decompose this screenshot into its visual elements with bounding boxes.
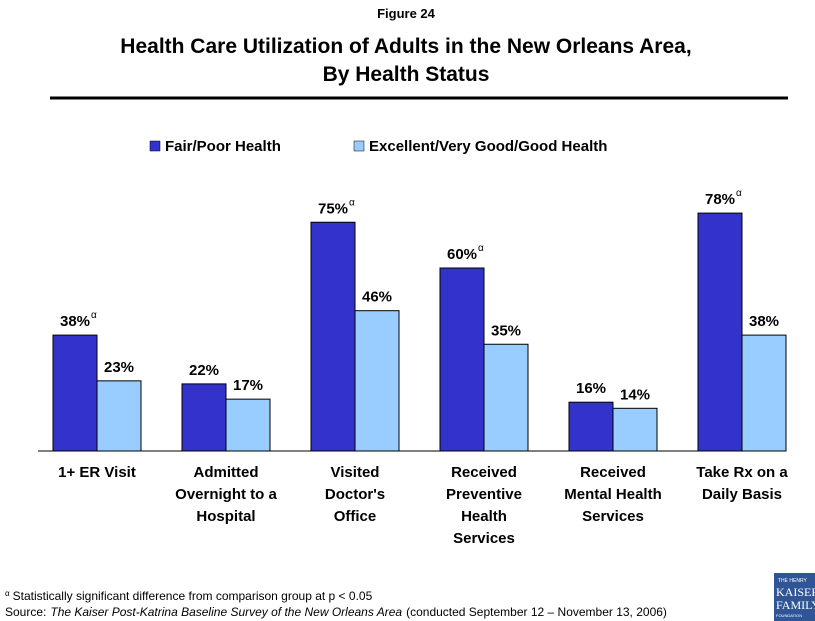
footnote: α Statistically significant difference fr… (5, 589, 373, 603)
significance-marker: α (91, 310, 97, 321)
bar (181, 383, 227, 452)
figure-label: Figure 24 (377, 6, 436, 21)
value-label: 78% (705, 191, 735, 208)
value-label: 38% (60, 313, 90, 330)
value-label: 60% (447, 246, 477, 263)
bar (354, 310, 400, 452)
x-tick-label: Office (334, 508, 377, 525)
logo-text: FAMILY (776, 598, 815, 612)
bar (612, 407, 658, 452)
value-label: 22% (189, 362, 219, 379)
x-tick-label: Received (451, 464, 517, 481)
x-tick-label: Health (461, 508, 507, 525)
x-tick-label: Doctor's (325, 486, 385, 503)
x-tick-label: Admitted (194, 464, 259, 481)
source-label: Source: (5, 605, 46, 619)
value-label: 35% (491, 322, 521, 339)
value-label: 46% (362, 289, 392, 306)
logo-text: KAISER (776, 585, 815, 599)
x-tick-label: Services (453, 530, 515, 547)
significance-marker: α (478, 243, 484, 254)
bar (439, 267, 485, 452)
value-label: 75% (318, 200, 348, 217)
bar (741, 334, 787, 452)
bar (96, 380, 142, 452)
source-title: The Kaiser Post-Katrina Baseline Survey … (50, 605, 402, 619)
logo-box (774, 573, 815, 621)
source-note: (conducted September 12 – November 13, 2… (406, 605, 667, 619)
logo-text: THE HENRY (778, 578, 807, 584)
legend-label: Excellent/Very Good/Good Health (369, 138, 607, 155)
x-tick-label: Take Rx on a (696, 464, 788, 481)
logo: THE HENRY KAISER FAMILY FOUNDATION (774, 573, 815, 621)
value-label: 23% (104, 359, 134, 376)
bar (225, 398, 271, 452)
significance-marker: α (349, 197, 355, 208)
bar (310, 221, 356, 452)
value-label: 16% (576, 380, 606, 397)
value-label: 38% (749, 313, 779, 330)
chart-title: Health Care Utilization of Adults in the… (120, 35, 691, 58)
bar (568, 401, 614, 452)
footnote-marker: α (5, 589, 10, 598)
x-tick-label: 1+ ER Visit (58, 464, 136, 481)
x-tick-label: Daily Basis (702, 486, 782, 503)
bar (697, 212, 743, 452)
value-label: 14% (620, 386, 650, 403)
source: Source: The Kaiser Post-Katrina Baseline … (5, 605, 667, 619)
bar (52, 334, 98, 452)
x-tick-label: Services (582, 508, 644, 525)
chart-title: By Health Status (323, 63, 490, 86)
footnote-text: Statistically significant difference fro… (13, 589, 373, 603)
x-tick-label: Received (580, 464, 646, 481)
bar (483, 343, 529, 452)
x-tick-label: Mental Health (564, 486, 662, 503)
legend-swatch (353, 140, 365, 152)
legend-label: Fair/Poor Health (165, 138, 281, 155)
x-tick-label: Preventive (446, 486, 522, 503)
logo-text: FOUNDATION (776, 613, 802, 618)
value-label: 17% (233, 377, 263, 394)
significance-marker: α (736, 188, 742, 199)
legend-swatch (149, 140, 161, 152)
x-tick-label: Hospital (196, 508, 255, 525)
x-tick-label: Visited (331, 464, 380, 481)
x-tick-label: Overnight to a (175, 486, 277, 503)
